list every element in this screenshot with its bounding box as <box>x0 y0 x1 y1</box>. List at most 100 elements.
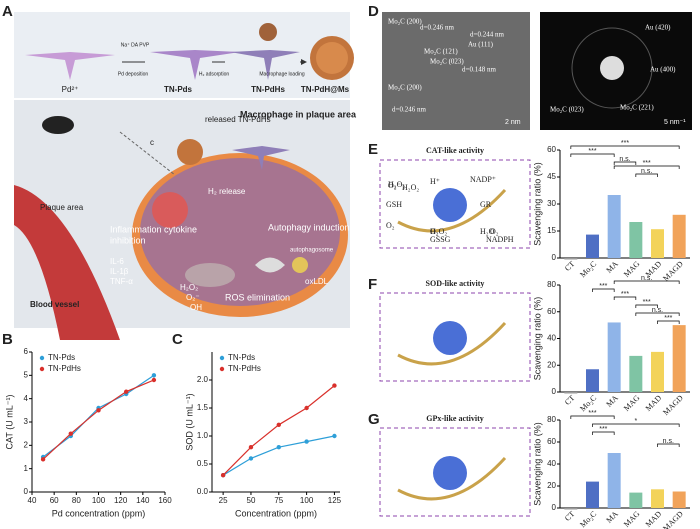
arrow <box>397 321 507 366</box>
significance: *** <box>621 291 629 298</box>
hrtem-label: d=0.246 nm <box>420 24 454 32</box>
plaque-illustration <box>14 116 348 340</box>
y-tick-label: 5 <box>24 370 29 379</box>
x-tick-label: CT <box>563 259 577 273</box>
nanozyme <box>433 188 467 222</box>
label: TN-PdHs <box>251 85 285 94</box>
hrtem-label: d=0.244 nm <box>470 31 504 39</box>
x-axis-label: Pd concentration (ppm) <box>52 508 146 518</box>
species: NADPH <box>486 235 514 244</box>
species: GSSG <box>430 235 451 244</box>
label: TNF-α <box>110 277 133 286</box>
species: GR <box>480 200 492 209</box>
point <box>220 473 226 478</box>
species: O₂ <box>386 221 395 230</box>
significance-bracket <box>657 443 680 447</box>
saed-label: Mo₂C (221) <box>620 104 654 112</box>
label: TN-Pds <box>164 85 193 94</box>
panel-letters: A B C D E F G <box>2 3 380 428</box>
label: inhibition <box>110 235 146 245</box>
significance-bracket <box>613 296 637 300</box>
y-axis-label: Scavenging ratio (%) <box>532 297 542 381</box>
x-tick-label: 80 <box>72 496 81 505</box>
x-tick-label: 125 <box>328 496 342 505</box>
saed-center <box>600 56 624 80</box>
panel-letter: D <box>368 3 379 20</box>
species: O₂ <box>490 227 499 236</box>
series-line <box>222 435 335 476</box>
label: Na⁺ DA PVP <box>121 42 150 48</box>
x-tick-label: MAG <box>622 393 642 413</box>
bar <box>586 234 599 258</box>
legend-marker <box>219 366 225 372</box>
series-line <box>222 385 335 476</box>
significance-bracket <box>592 431 615 435</box>
y-tick-label: 6 <box>24 347 29 356</box>
x-tick-label: MAGD <box>661 509 685 529</box>
y-tick-label: 3 <box>24 417 29 426</box>
label: Pd²⁺ <box>62 85 79 94</box>
x-tick-label: 100 <box>300 496 314 505</box>
bar <box>629 492 643 508</box>
label: TN-PdH@Ms <box>301 85 350 94</box>
y-axis-label: CAT (U mL⁻¹) <box>4 395 14 450</box>
label: OH <box>190 303 202 312</box>
panel-letter: C <box>172 331 183 348</box>
species: O₂ <box>430 227 439 236</box>
hrtem-image <box>382 12 530 130</box>
hrtem-label: Mo₂C (121) <box>424 48 458 56</box>
bar <box>564 392 578 394</box>
label: Plaque area <box>40 203 84 212</box>
label: ROS elimination <box>225 292 290 302</box>
species: H₂O <box>480 227 495 236</box>
y-tick-label: 80 <box>547 280 556 289</box>
y-tick-label: 20 <box>547 360 556 369</box>
point <box>304 405 309 411</box>
significance-bracket <box>592 423 680 427</box>
hrtem-label: d=0.246 nm <box>392 106 426 114</box>
significance: n.s. <box>641 168 652 175</box>
label: H₂ adsorption <box>199 71 230 77</box>
y-tick-label: 0 <box>552 387 557 396</box>
label: released TN-PdHs <box>205 115 271 124</box>
x-axis-label: Concentration (ppm) <box>235 508 317 518</box>
y-tick-label: 2 <box>24 440 29 449</box>
arrow <box>397 188 507 233</box>
bar <box>564 258 578 260</box>
point <box>248 456 254 461</box>
x-tick-label: MAD <box>644 393 664 413</box>
x-tick-label: 100 <box>92 496 106 505</box>
point <box>276 445 281 450</box>
bar <box>651 489 664 508</box>
label: oxLDL <box>305 277 329 286</box>
point <box>68 431 73 436</box>
y-tick-label: 0.5 <box>197 459 209 468</box>
point <box>151 377 157 383</box>
legend-marker <box>219 355 225 361</box>
significance: *** <box>588 410 596 417</box>
label: IL-1β <box>110 267 129 276</box>
significance-bracket <box>657 320 680 324</box>
label: H₂ release <box>208 187 246 196</box>
significance-bracket <box>635 304 658 308</box>
hrtem-label: Mo₂C (200) <box>388 84 422 92</box>
y-tick-label: 2.0 <box>197 375 209 384</box>
y-tick-label: 45 <box>547 172 556 181</box>
point <box>304 439 309 444</box>
x-tick-label: 60 <box>50 496 59 505</box>
hrtem-label: Mo₂C (200) <box>388 18 422 26</box>
significance-bracket <box>570 145 680 149</box>
significance: *** <box>599 283 607 290</box>
panel-letter: G <box>368 411 380 428</box>
label: c <box>150 138 154 147</box>
species: O₂⁻ <box>388 181 401 190</box>
point <box>332 383 337 388</box>
y-tick-label: 1.5 <box>197 403 209 412</box>
saed-label: Au (400) <box>650 66 676 74</box>
axis <box>559 420 690 509</box>
bar <box>672 325 686 392</box>
significance: *** <box>643 160 651 167</box>
bar <box>607 195 621 258</box>
x-tick-label: 75 <box>274 496 283 505</box>
